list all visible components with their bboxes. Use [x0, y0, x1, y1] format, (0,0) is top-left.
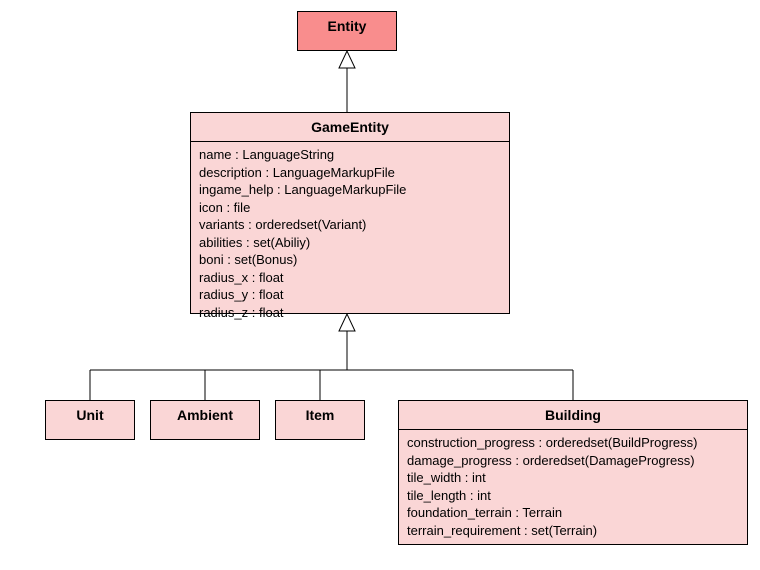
attr: variants : orderedset(Variant) — [199, 216, 501, 234]
class-title: Entity — [298, 12, 396, 40]
class-entity: Entity — [297, 11, 397, 51]
class-title: Unit — [46, 401, 134, 429]
class-ambient: Ambient — [150, 400, 260, 440]
attr: icon : file — [199, 199, 501, 217]
attr: construction_progress : orderedset(Build… — [407, 434, 739, 452]
attr: damage_progress : orderedset(DamageProgr… — [407, 452, 739, 470]
class-game-entity: GameEntity name : LanguageString descrip… — [190, 112, 510, 314]
attr: boni : set(Bonus) — [199, 251, 501, 269]
attr: name : LanguageString — [199, 146, 501, 164]
attr: radius_y : float — [199, 286, 501, 304]
class-unit: Unit — [45, 400, 135, 440]
class-attributes: construction_progress : orderedset(Build… — [399, 430, 747, 545]
attr: tile_width : int — [407, 469, 739, 487]
class-building: Building construction_progress : ordered… — [398, 400, 748, 545]
class-item: Item — [275, 400, 365, 440]
class-title: Item — [276, 401, 364, 429]
attr: radius_z : float — [199, 304, 501, 322]
uml-diagram-canvas: { "diagram": { "type": "uml-class", "bac… — [0, 0, 760, 570]
attr: terrain_requirement : set(Terrain) — [407, 522, 739, 540]
attr: ingame_help : LanguageMarkupFile — [199, 181, 501, 199]
attr: abilities : set(Abiliy) — [199, 234, 501, 252]
class-title: GameEntity — [191, 113, 509, 142]
class-attributes: name : LanguageString description : Lang… — [191, 142, 509, 327]
attr: tile_length : int — [407, 487, 739, 505]
attr: foundation_terrain : Terrain — [407, 504, 739, 522]
class-title: Building — [399, 401, 747, 430]
attr: description : LanguageMarkupFile — [199, 164, 501, 182]
attr: radius_x : float — [199, 269, 501, 287]
class-title: Ambient — [151, 401, 259, 429]
